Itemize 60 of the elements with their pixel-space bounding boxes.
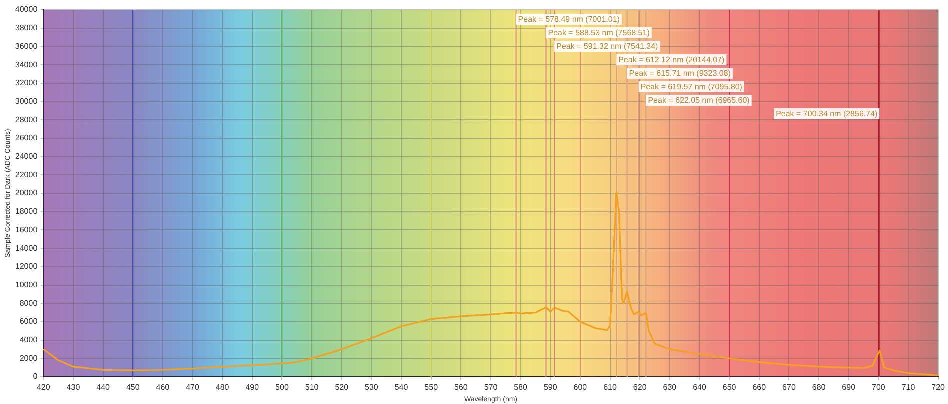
ref-line-label: Peak = 612.12 nm (20144.07) (618, 56, 726, 65)
x-tick-label: 690 (842, 383, 856, 392)
x-tick-label: 460 (156, 383, 170, 392)
y-tick-label: 20000 (15, 188, 38, 198)
y-tick-label: 36000 (15, 42, 38, 51)
y-tick-label: 22000 (15, 170, 38, 180)
x-tick-label: 560 (454, 383, 468, 392)
x-tick-label: 720 (932, 383, 946, 392)
y-tick-label: 40000 (15, 5, 38, 14)
x-tick-label: 450 (126, 383, 140, 392)
y-tick-label: 32000 (15, 78, 38, 88)
y-tick-label: 34000 (15, 60, 38, 70)
x-tick-label: 680 (812, 383, 826, 392)
x-tick-label: 520 (335, 383, 350, 392)
ref-line-label: Peak = 615.71 nm (9323.08) (629, 69, 732, 78)
x-tick-label: 600 (574, 383, 588, 392)
y-tick-label: 18000 (15, 207, 38, 216)
x-tick-label: 550 (424, 383, 439, 392)
x-tick-label: 610 (604, 383, 618, 392)
x-tick-label: 700 (872, 383, 886, 392)
y-tick-label: 30000 (15, 96, 38, 106)
y-tick-label: 38000 (15, 24, 38, 33)
x-tick-label: 630 (663, 383, 678, 392)
y-tick-label: 12000 (15, 262, 38, 272)
x-tick-label: 500 (276, 383, 290, 392)
x-tick-label: 580 (514, 383, 528, 392)
x-tick-label: 570 (484, 383, 498, 392)
ref-line-label: Peak = 578.49 nm (7001.01) (518, 15, 620, 24)
x-tick-label: 710 (902, 383, 916, 392)
x-tick-label: 620 (633, 383, 648, 392)
x-tick-label: 530 (365, 383, 379, 392)
y-tick-label: 16000 (15, 225, 38, 234)
ref-line-label: Peak = 591.32 nm (7541.34) (556, 42, 659, 52)
ref-line-label: Peak = 700.34 nm (2856.74) (776, 110, 878, 119)
x-tick-label: 430 (66, 383, 81, 392)
y-tick-label: 26000 (15, 134, 38, 143)
x-tick-label: 540 (394, 383, 409, 392)
x-tick-label: 470 (186, 383, 200, 392)
y-tick-label: 4000 (20, 336, 38, 345)
x-tick-label: 440 (96, 383, 111, 392)
y-tick-label: 28000 (15, 115, 38, 124)
y-tick-label: 10000 (15, 280, 38, 290)
x-tick-label: 650 (722, 383, 737, 392)
y-tick-label: 2000 (20, 354, 38, 363)
ref-line-label: Peak = 588.53 nm (7568.51) (548, 28, 650, 38)
x-tick-label: 510 (305, 383, 320, 392)
x-tick-label: 590 (544, 383, 558, 392)
ref-line-label: Peak = 622.05 nm (6965.60) (648, 96, 750, 106)
x-tick-label: 640 (693, 383, 707, 392)
ref-line-label: Peak = 619.57 nm (7095.80) (640, 82, 743, 92)
x-tick-label: 670 (782, 383, 796, 392)
x-tick-label: 420 (36, 383, 51, 392)
x-tick-label: 660 (752, 383, 767, 392)
y-tick-label: 24000 (15, 152, 38, 162)
y-tick-label: 0 (33, 372, 38, 382)
x-tick-label: 480 (216, 383, 230, 392)
x-tick-label: 490 (246, 383, 260, 392)
y-tick-label: 8000 (20, 298, 38, 308)
y-tick-label: 6000 (20, 317, 38, 326)
y-tick-label: 14000 (15, 244, 38, 253)
